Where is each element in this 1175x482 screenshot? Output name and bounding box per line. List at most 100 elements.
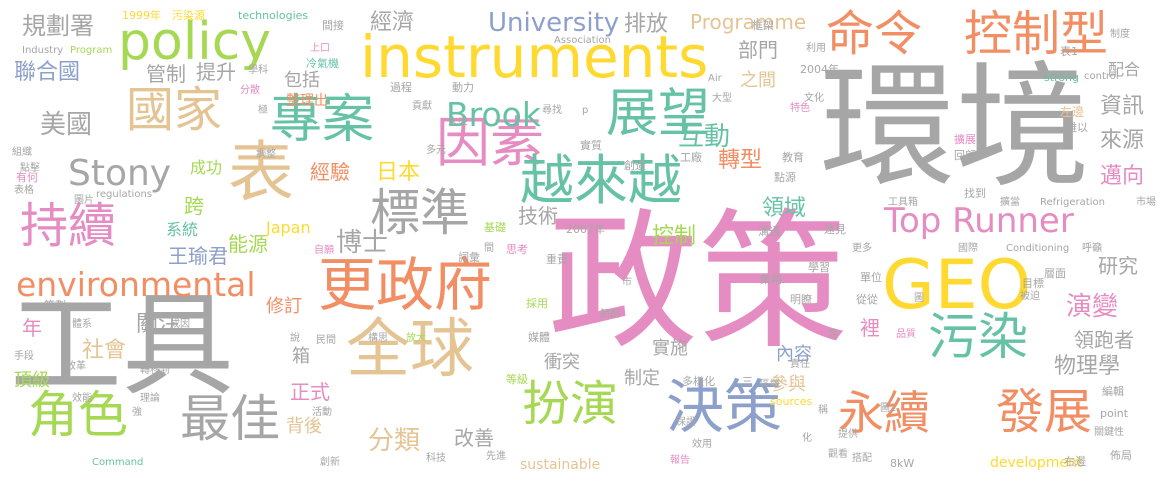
word: 演變	[1066, 292, 1119, 322]
word: 技術	[518, 204, 558, 228]
word: Program	[70, 45, 113, 56]
word: 左邊	[1060, 105, 1085, 119]
word: 遠見	[824, 223, 846, 236]
word: 思考	[506, 243, 528, 256]
word: 國際	[958, 243, 978, 254]
word: 動力	[452, 81, 474, 94]
word: Association	[554, 35, 611, 46]
word: 博士	[336, 228, 389, 258]
word: 整理出	[286, 93, 328, 109]
word: 表	[228, 134, 294, 211]
word: 回顧	[954, 149, 976, 162]
word: 政策	[548, 196, 849, 370]
word: Command	[92, 457, 144, 468]
word: 效用	[692, 439, 712, 450]
word: 調整	[256, 149, 276, 160]
word: 箱	[292, 346, 310, 367]
word: Brook	[446, 95, 541, 134]
word: 理論	[140, 393, 160, 404]
word: technologies	[238, 9, 309, 22]
word: 分散	[240, 85, 260, 96]
word: 研究	[1098, 254, 1138, 278]
word: 持續	[20, 198, 117, 254]
word: 自願	[314, 245, 334, 256]
word: 間	[484, 243, 494, 254]
word: 明瞭	[790, 293, 812, 306]
word: 標準	[370, 184, 470, 242]
word: 搭配	[852, 453, 872, 464]
word: 關注	[136, 312, 181, 337]
word: 表1	[1060, 45, 1078, 58]
word: 策略	[760, 273, 782, 286]
word: 美國	[40, 110, 93, 140]
word: policy	[118, 12, 272, 72]
word: 背後	[286, 416, 322, 437]
word: Stony	[68, 153, 172, 194]
word: 多元	[426, 145, 446, 156]
word: 系統	[166, 220, 199, 239]
word: development	[990, 455, 1083, 471]
word: 經濟	[370, 10, 415, 35]
word: 角色	[28, 386, 128, 444]
word: 找到	[964, 187, 986, 200]
word: 佈局	[1110, 449, 1132, 462]
word: 命令	[826, 6, 923, 62]
word: 互動	[678, 122, 731, 152]
word: 改善	[454, 426, 494, 450]
word: 提供	[838, 429, 858, 440]
word: 尋找	[542, 105, 562, 116]
word: 環境	[820, 49, 1090, 206]
word: 學科	[248, 65, 268, 76]
word: 因素	[436, 111, 544, 174]
word: environmental	[16, 265, 256, 304]
word: 污染	[928, 308, 1028, 366]
word: 圖1	[880, 403, 897, 414]
word: 品質	[896, 329, 916, 340]
word: 遠	[828, 329, 838, 340]
word: 表格	[14, 185, 34, 196]
word: 圖	[914, 293, 924, 304]
word: 科技	[426, 453, 446, 464]
word: 重責	[546, 253, 568, 266]
word: 排放	[624, 12, 669, 37]
word: regulations	[96, 189, 153, 200]
word: 呼籲	[1082, 243, 1102, 254]
word: 最佳	[180, 390, 280, 448]
word: 規劃署	[22, 12, 94, 40]
word: 領跑者	[1074, 328, 1134, 352]
word: Japan	[266, 218, 311, 237]
word: 污染源	[172, 9, 205, 22]
word: 參與	[770, 374, 806, 395]
word: 專案	[270, 90, 375, 150]
word: 制度	[1110, 29, 1130, 40]
word: 冷氣機	[306, 57, 339, 70]
word: 基礎	[484, 221, 506, 234]
word: p	[582, 105, 589, 116]
word: 先進	[486, 451, 506, 462]
word: 溝通	[758, 225, 780, 238]
word: 構思	[368, 333, 388, 344]
word: 大型	[712, 93, 732, 104]
word: 點源	[774, 171, 796, 184]
word: GEO	[882, 246, 1032, 325]
word: 展望	[606, 84, 711, 144]
word: 上口	[310, 43, 330, 54]
word: 責任	[790, 359, 810, 370]
word: 提升	[196, 60, 236, 84]
word: 民間	[316, 335, 336, 346]
word: 目標	[1022, 277, 1044, 290]
word: 被迫	[1020, 291, 1040, 302]
word: 衝突	[544, 352, 580, 373]
word: 改革	[66, 361, 86, 372]
word: 活動	[312, 407, 332, 418]
word: 全球	[346, 313, 474, 387]
word: Industry	[22, 45, 64, 56]
word: 能源	[228, 232, 268, 256]
word: 間接	[322, 19, 344, 32]
word: 文化	[804, 93, 824, 104]
word: 多樣化	[682, 375, 715, 388]
word: 放大	[406, 333, 426, 344]
word: 轉移到	[140, 365, 170, 376]
word: 朗朗	[600, 309, 620, 320]
word: 更政府	[318, 251, 493, 319]
